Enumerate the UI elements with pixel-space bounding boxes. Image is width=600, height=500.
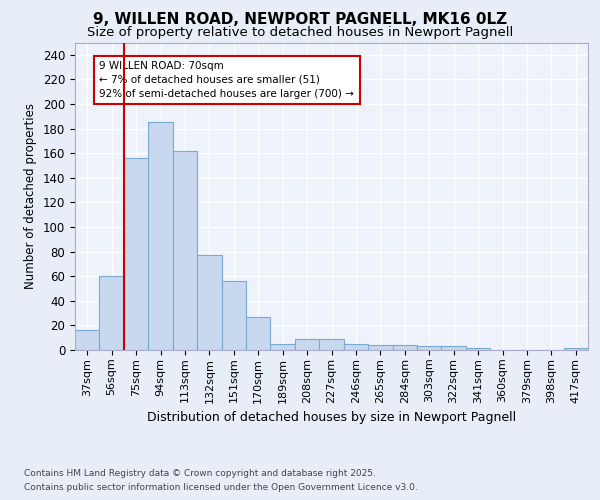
Bar — [392, 345, 417, 350]
Text: Size of property relative to detached houses in Newport Pagnell: Size of property relative to detached ho… — [87, 26, 513, 39]
Bar — [563, 348, 588, 350]
X-axis label: Distribution of detached houses by size in Newport Pagnell: Distribution of detached houses by size … — [147, 411, 516, 424]
Bar — [246, 317, 271, 350]
Bar — [442, 346, 466, 350]
Bar — [124, 158, 148, 350]
Bar — [417, 346, 442, 350]
Text: Contains HM Land Registry data © Crown copyright and database right 2025.: Contains HM Land Registry data © Crown c… — [24, 468, 376, 477]
Bar — [100, 276, 124, 350]
Bar — [319, 339, 344, 350]
Bar — [221, 281, 246, 350]
Bar — [295, 339, 319, 350]
Bar — [75, 330, 100, 350]
Bar — [173, 150, 197, 350]
Y-axis label: Number of detached properties: Number of detached properties — [25, 104, 37, 289]
Bar — [466, 348, 490, 350]
Text: 9 WILLEN ROAD: 70sqm
← 7% of detached houses are smaller (51)
92% of semi-detach: 9 WILLEN ROAD: 70sqm ← 7% of detached ho… — [100, 61, 355, 99]
Bar — [344, 344, 368, 350]
Text: 9, WILLEN ROAD, NEWPORT PAGNELL, MK16 0LZ: 9, WILLEN ROAD, NEWPORT PAGNELL, MK16 0L… — [93, 12, 507, 28]
Bar — [271, 344, 295, 350]
Bar — [368, 345, 392, 350]
Bar — [148, 122, 173, 350]
Text: Contains public sector information licensed under the Open Government Licence v3: Contains public sector information licen… — [24, 484, 418, 492]
Bar — [197, 256, 221, 350]
